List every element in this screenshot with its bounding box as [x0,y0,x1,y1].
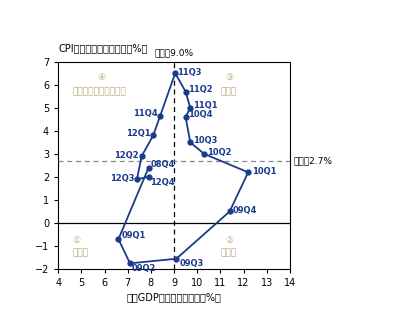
Text: 10Q1: 10Q1 [251,167,276,176]
Text: 09Q2: 09Q2 [131,264,156,273]
Text: 過熱期: 過熱期 [221,87,236,96]
Text: ②: ② [225,236,233,245]
Text: ④: ④ [97,73,106,82]
Text: 12Q2: 12Q2 [114,151,139,160]
Text: 11Q2: 11Q2 [188,85,213,94]
Text: 12Q1: 12Q1 [126,129,150,138]
Text: 11Q1: 11Q1 [192,101,217,110]
Text: スタグフレーション期: スタグフレーション期 [72,87,126,96]
Text: 10Q3: 10Q3 [193,136,217,145]
Text: 12Q4: 12Q4 [150,178,175,187]
X-axis label: 実質GDP成長率（前年比、%）: 実質GDP成長率（前年比、%） [127,292,221,302]
Text: CPIインフレ率（前年比、%）: CPIインフレ率（前年比、%） [58,44,148,54]
Text: ①: ① [72,236,80,245]
Text: 08Q4: 08Q4 [150,160,175,169]
Text: 09Q1: 09Q1 [121,231,146,240]
Text: 平均：2.7%: 平均：2.7% [293,156,332,165]
Text: 平均：9.0%: 平均：9.0% [154,48,194,57]
Text: 11Q3: 11Q3 [177,67,202,76]
Text: 回復期: 回復期 [221,248,236,258]
Text: 10Q4: 10Q4 [188,110,212,119]
Text: 10Q2: 10Q2 [207,148,231,157]
Text: 11Q4: 11Q4 [133,109,157,118]
Text: 後退期: 後退期 [72,248,88,258]
Text: 12Q3: 12Q3 [110,174,134,183]
Text: ③: ③ [225,73,233,82]
Text: 09Q4: 09Q4 [233,206,257,215]
Text: 09Q3: 09Q3 [180,259,204,268]
